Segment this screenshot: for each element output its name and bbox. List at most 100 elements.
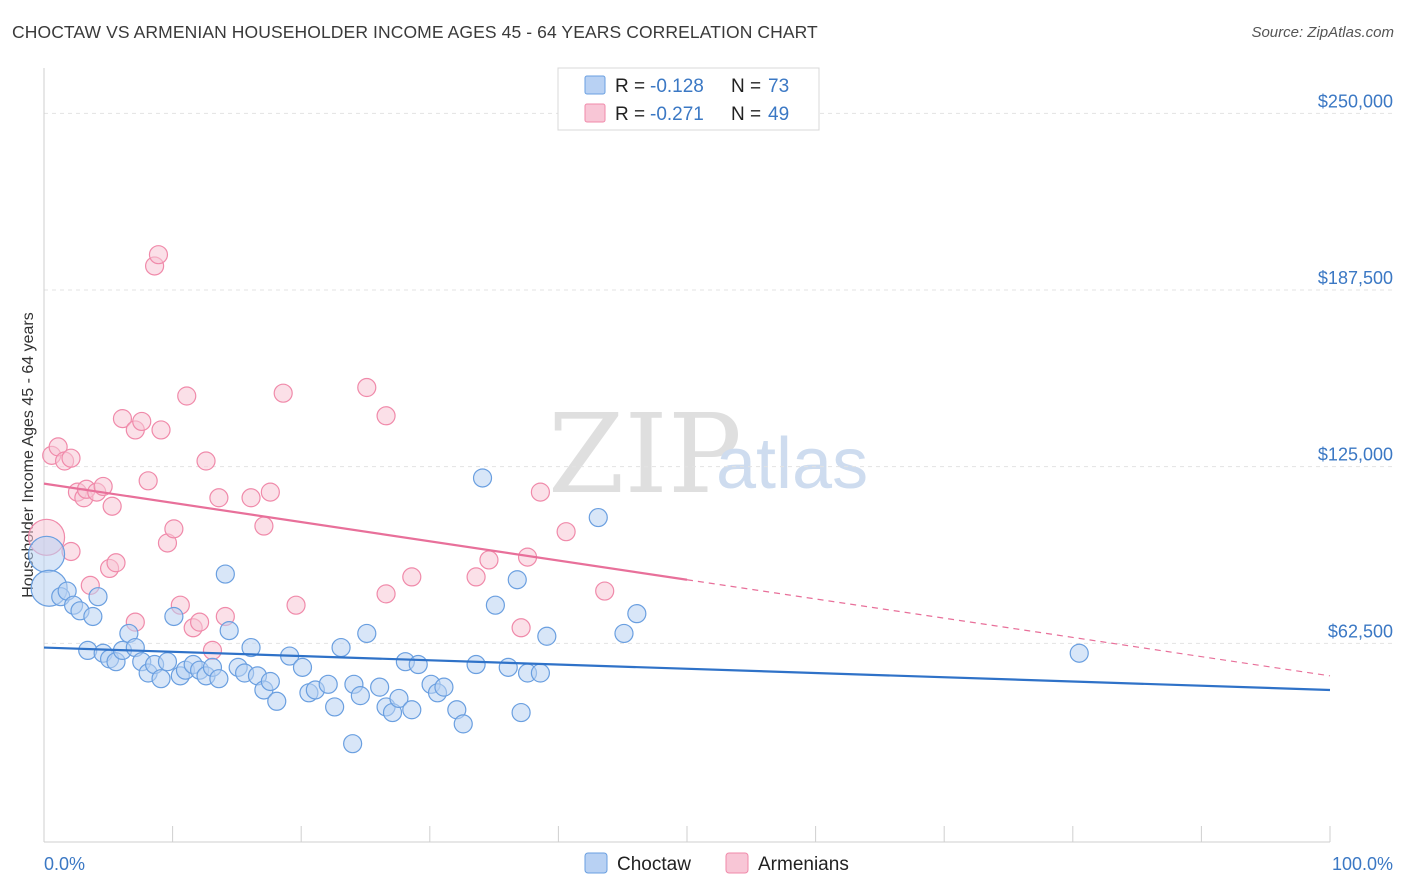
legend-r-label-2: R = bbox=[615, 104, 645, 125]
choctaw-point bbox=[402, 700, 422, 720]
armenians-point bbox=[402, 567, 422, 587]
armenians-points bbox=[27, 245, 615, 661]
armenians-trendline-extension bbox=[686, 579, 1331, 677]
armenians-point bbox=[376, 406, 396, 426]
y-tick-label: $62,500 bbox=[1328, 621, 1393, 641]
armenians-point bbox=[138, 471, 158, 491]
watermark-zip: ZIP bbox=[548, 390, 742, 518]
bottom-legend-armenians: Armenians bbox=[758, 854, 849, 875]
choctaw-point bbox=[453, 714, 473, 734]
choctaw-point bbox=[164, 606, 184, 627]
choctaw-point bbox=[292, 657, 313, 677]
choctaw-point bbox=[408, 654, 428, 675]
choctaw-point bbox=[343, 734, 363, 754]
choctaw-point bbox=[260, 671, 280, 692]
legend-n-label-1: N = bbox=[731, 76, 761, 97]
choctaw-point bbox=[357, 623, 377, 644]
x-tick-labels: 0.0% 100.0% bbox=[44, 854, 1393, 874]
choctaw-point bbox=[434, 677, 454, 697]
watermark: ZIP atlas bbox=[548, 390, 868, 518]
choctaw-point bbox=[498, 657, 518, 677]
legend-n-value-2: 49 bbox=[768, 104, 789, 125]
armenians-point bbox=[61, 448, 81, 468]
legend-swatch-armenians bbox=[584, 103, 606, 123]
choctaw-point bbox=[215, 564, 235, 584]
choctaw-point bbox=[370, 677, 390, 697]
armenians-point bbox=[241, 488, 261, 508]
armenians-point bbox=[286, 595, 306, 615]
legend-r-value-2: -0.271 bbox=[650, 104, 704, 125]
choctaw-point bbox=[507, 570, 527, 590]
choctaw-point bbox=[151, 669, 171, 689]
choctaw-point bbox=[88, 587, 108, 607]
armenians-point bbox=[466, 567, 486, 587]
gridlines bbox=[44, 112, 1395, 644]
choctaw-point bbox=[209, 669, 229, 689]
armenians-point bbox=[164, 519, 184, 539]
choctaw-point bbox=[530, 663, 550, 683]
legend-r-label-1: R = bbox=[615, 76, 645, 97]
stats-legend: R = -0.128 N = 73 R = -0.271 N = 49 bbox=[557, 67, 820, 131]
armenians-point bbox=[511, 618, 531, 638]
choctaw-point bbox=[27, 535, 66, 573]
choctaw-point bbox=[472, 468, 493, 488]
bottom-legend-swatch-armenians bbox=[725, 852, 749, 874]
armenians-point bbox=[196, 451, 216, 471]
choctaw-point bbox=[325, 697, 345, 717]
armenians-point bbox=[595, 581, 615, 601]
legend-n-value-1: 73 bbox=[768, 76, 789, 97]
watermark-atlas: atlas bbox=[716, 424, 868, 504]
x-tick-label-min: 0.0% bbox=[44, 854, 85, 874]
series-legend: Choctaw Armenians bbox=[584, 852, 849, 875]
bottom-legend-choctaw: Choctaw bbox=[617, 854, 691, 875]
chart-title: CHOCTAW VS ARMENIAN HOUSEHOLDER INCOME A… bbox=[12, 22, 818, 42]
choctaw-point bbox=[331, 637, 351, 658]
choctaw-point bbox=[267, 691, 287, 711]
armenians-point bbox=[556, 522, 576, 542]
legend-r-value-1: -0.128 bbox=[650, 76, 704, 97]
y-tick-label: $125,000 bbox=[1318, 445, 1393, 465]
y-tick-label: $187,500 bbox=[1318, 268, 1393, 288]
choctaw-point bbox=[241, 637, 261, 658]
armenians-point bbox=[357, 377, 377, 398]
choctaw-point bbox=[588, 507, 608, 528]
armenians-point bbox=[273, 383, 293, 403]
armenians-point bbox=[177, 386, 197, 406]
armenians-point bbox=[376, 584, 396, 604]
choctaw-point bbox=[511, 702, 531, 723]
armenians-point bbox=[106, 553, 126, 573]
armenians-point bbox=[254, 516, 274, 536]
armenians-point bbox=[209, 488, 229, 508]
armenians-point bbox=[479, 550, 499, 570]
legend-n-label-2: N = bbox=[731, 104, 761, 125]
choctaw-point bbox=[466, 654, 486, 675]
bottom-legend-swatch-choctaw bbox=[584, 852, 608, 874]
choctaw-point bbox=[157, 652, 178, 672]
choctaw-point bbox=[350, 686, 370, 706]
y-tick-label: $250,000 bbox=[1318, 91, 1393, 111]
armenians-point bbox=[132, 411, 152, 432]
armenians-point bbox=[151, 420, 171, 440]
armenians-trendline bbox=[43, 482, 688, 581]
armenians-point bbox=[102, 496, 122, 516]
choctaw-point bbox=[1069, 643, 1089, 663]
choctaw-points bbox=[27, 468, 1089, 754]
choctaw-point bbox=[614, 623, 634, 644]
armenians-point bbox=[148, 245, 169, 265]
y-tick-labels: $62,500 $125,000 $187,500 $250,000 bbox=[1318, 91, 1393, 641]
choctaw-point bbox=[318, 674, 338, 694]
legend-swatch-choctaw bbox=[584, 75, 606, 95]
armenians-point bbox=[202, 640, 223, 661]
armenians-point bbox=[260, 482, 280, 502]
choctaw-point bbox=[83, 606, 103, 627]
choctaw-point bbox=[219, 621, 239, 641]
choctaw-point bbox=[627, 604, 647, 624]
x-tick-label-max: 100.0% bbox=[1332, 854, 1393, 874]
choctaw-point bbox=[485, 595, 505, 615]
choctaw-point bbox=[389, 688, 409, 709]
trendlines bbox=[43, 482, 1331, 692]
armenians-point bbox=[112, 409, 133, 429]
source-label: Source: ZipAtlas.com bbox=[1251, 24, 1394, 41]
armenians-point bbox=[190, 612, 210, 632]
